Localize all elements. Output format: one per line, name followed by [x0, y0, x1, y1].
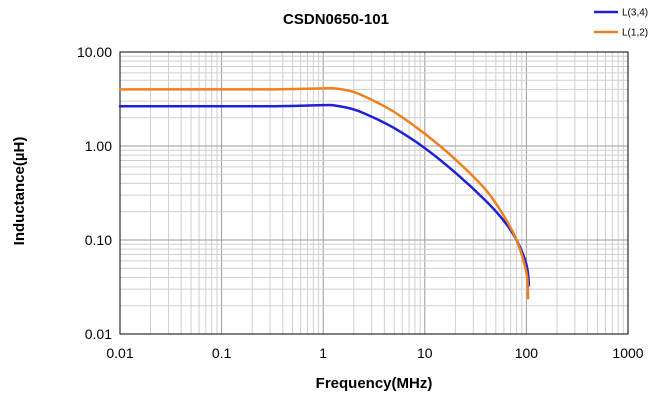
x-tick-label: 10 [417, 345, 433, 361]
plot-frame [119, 51, 629, 335]
legend: L(3,4) L(1,2) [594, 8, 648, 39]
y-tick-label: 10.00 [77, 44, 112, 60]
chart-title: CSDN0650-101 [283, 11, 389, 28]
legend-label-l-1-2: L(1,2) [622, 28, 648, 39]
y-tick-label: 0.01 [85, 326, 112, 342]
series-line-l-1-2 [118, 86, 530, 300]
y-axis-label: Inductance(µH) [11, 137, 28, 246]
x-tick-label: 0.01 [106, 345, 133, 361]
x-tick-label: 0.1 [212, 345, 232, 361]
x-tick-label: 100 [515, 345, 539, 361]
plot-grid [119, 52, 628, 335]
x-axis-label: Frequency(MHz) [316, 375, 433, 392]
y-tick-label: 1.00 [85, 138, 112, 154]
x-tick-label: 1000 [612, 345, 643, 361]
series-layer [118, 86, 531, 300]
y-tick-label: 0.10 [85, 232, 112, 248]
series-line-l-3-4 [118, 103, 531, 287]
y-tick-labels: 0.01 0.10 1.00 10.00 [77, 44, 112, 342]
x-tick-label: 1 [319, 345, 327, 361]
legend-label-l-3-4: L(3,4) [622, 8, 648, 19]
x-tick-labels: 0.01 0.1 1 10 100 1000 [106, 345, 643, 361]
